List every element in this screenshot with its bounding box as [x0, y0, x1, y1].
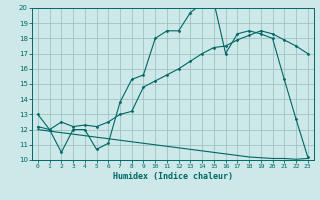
X-axis label: Humidex (Indice chaleur): Humidex (Indice chaleur): [113, 172, 233, 181]
